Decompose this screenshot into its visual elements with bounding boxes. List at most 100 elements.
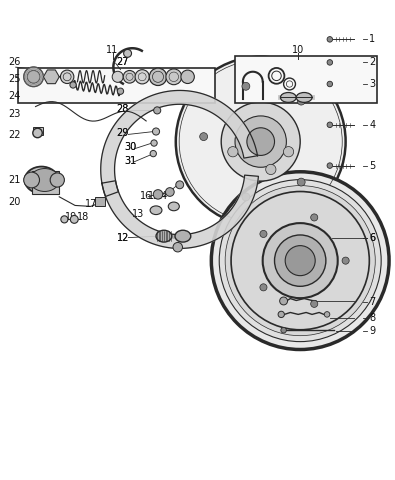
- Text: 6: 6: [369, 233, 376, 242]
- Text: 30: 30: [124, 143, 137, 152]
- Text: 29: 29: [117, 129, 129, 138]
- Ellipse shape: [235, 116, 286, 167]
- Ellipse shape: [149, 68, 167, 85]
- Ellipse shape: [153, 190, 163, 199]
- Ellipse shape: [278, 311, 284, 318]
- Bar: [33, 128, 43, 135]
- Text: 2: 2: [369, 58, 376, 67]
- Ellipse shape: [117, 88, 124, 95]
- Ellipse shape: [327, 81, 333, 87]
- Ellipse shape: [324, 312, 330, 317]
- Text: 24: 24: [8, 91, 20, 101]
- Text: 31: 31: [124, 156, 137, 166]
- Text: 1: 1: [369, 35, 376, 44]
- Text: 8: 8: [369, 313, 376, 323]
- Ellipse shape: [263, 223, 338, 298]
- Text: 12: 12: [117, 233, 129, 242]
- Ellipse shape: [150, 150, 156, 157]
- Text: 27: 27: [117, 58, 129, 67]
- Text: 14: 14: [156, 191, 168, 201]
- Ellipse shape: [260, 230, 267, 238]
- Text: 11: 11: [106, 45, 119, 55]
- Bar: [18, 68, 215, 103]
- Ellipse shape: [225, 186, 375, 336]
- Ellipse shape: [242, 193, 250, 201]
- Ellipse shape: [327, 60, 333, 65]
- Text: 20: 20: [8, 197, 20, 206]
- Ellipse shape: [266, 164, 276, 175]
- Ellipse shape: [311, 300, 318, 307]
- Text: 10: 10: [292, 45, 305, 55]
- Ellipse shape: [296, 93, 312, 102]
- Ellipse shape: [135, 70, 149, 84]
- Text: 19: 19: [65, 212, 77, 222]
- Text: 13: 13: [132, 209, 145, 218]
- Ellipse shape: [156, 230, 172, 242]
- Ellipse shape: [283, 146, 293, 157]
- Ellipse shape: [280, 297, 288, 305]
- Ellipse shape: [33, 128, 42, 138]
- Text: 4: 4: [369, 120, 376, 130]
- Ellipse shape: [297, 97, 305, 105]
- Ellipse shape: [61, 216, 68, 223]
- Text: 16: 16: [140, 191, 152, 201]
- Ellipse shape: [151, 140, 157, 146]
- Text: 9: 9: [369, 326, 376, 336]
- Text: 22: 22: [8, 131, 21, 140]
- Bar: [95, 196, 105, 206]
- Text: 5: 5: [369, 161, 376, 170]
- Text: 27: 27: [117, 58, 129, 67]
- Ellipse shape: [176, 57, 346, 227]
- Ellipse shape: [176, 181, 184, 189]
- Ellipse shape: [297, 178, 305, 186]
- Text: 7: 7: [369, 298, 376, 307]
- Ellipse shape: [327, 122, 333, 128]
- Text: 15: 15: [148, 191, 160, 201]
- Polygon shape: [102, 175, 258, 249]
- Polygon shape: [101, 90, 258, 196]
- Text: 3: 3: [369, 79, 376, 89]
- Ellipse shape: [166, 69, 182, 84]
- Ellipse shape: [166, 188, 174, 196]
- Ellipse shape: [24, 172, 40, 188]
- Ellipse shape: [123, 71, 136, 83]
- Bar: [32, 171, 59, 194]
- Text: 29: 29: [117, 129, 129, 138]
- Ellipse shape: [311, 214, 318, 221]
- Polygon shape: [43, 70, 59, 84]
- Ellipse shape: [342, 257, 349, 264]
- Text: 25: 25: [8, 74, 21, 84]
- Ellipse shape: [30, 168, 59, 192]
- Text: 31: 31: [124, 156, 137, 166]
- Ellipse shape: [112, 71, 123, 83]
- Bar: [235, 56, 377, 103]
- Ellipse shape: [181, 70, 194, 84]
- Ellipse shape: [327, 163, 333, 168]
- Text: 26: 26: [8, 58, 20, 67]
- Text: 12: 12: [117, 233, 129, 242]
- Ellipse shape: [211, 172, 389, 349]
- Text: 28: 28: [117, 104, 129, 114]
- Ellipse shape: [275, 235, 326, 286]
- Ellipse shape: [154, 107, 161, 114]
- Ellipse shape: [60, 70, 74, 84]
- Ellipse shape: [327, 36, 333, 42]
- Ellipse shape: [168, 202, 179, 211]
- Ellipse shape: [70, 82, 76, 88]
- Text: 30: 30: [124, 143, 137, 152]
- Text: 18: 18: [77, 212, 89, 222]
- Ellipse shape: [242, 83, 250, 90]
- Text: 17: 17: [85, 199, 97, 209]
- Text: 21: 21: [8, 176, 20, 185]
- Ellipse shape: [150, 206, 162, 215]
- Ellipse shape: [50, 173, 64, 187]
- Ellipse shape: [70, 216, 78, 223]
- Text: 6: 6: [369, 233, 376, 242]
- Ellipse shape: [228, 146, 238, 157]
- Ellipse shape: [280, 93, 296, 102]
- Ellipse shape: [124, 49, 132, 57]
- Text: 23: 23: [8, 109, 20, 119]
- Ellipse shape: [173, 242, 182, 252]
- Ellipse shape: [200, 132, 208, 141]
- Text: 28: 28: [117, 104, 129, 114]
